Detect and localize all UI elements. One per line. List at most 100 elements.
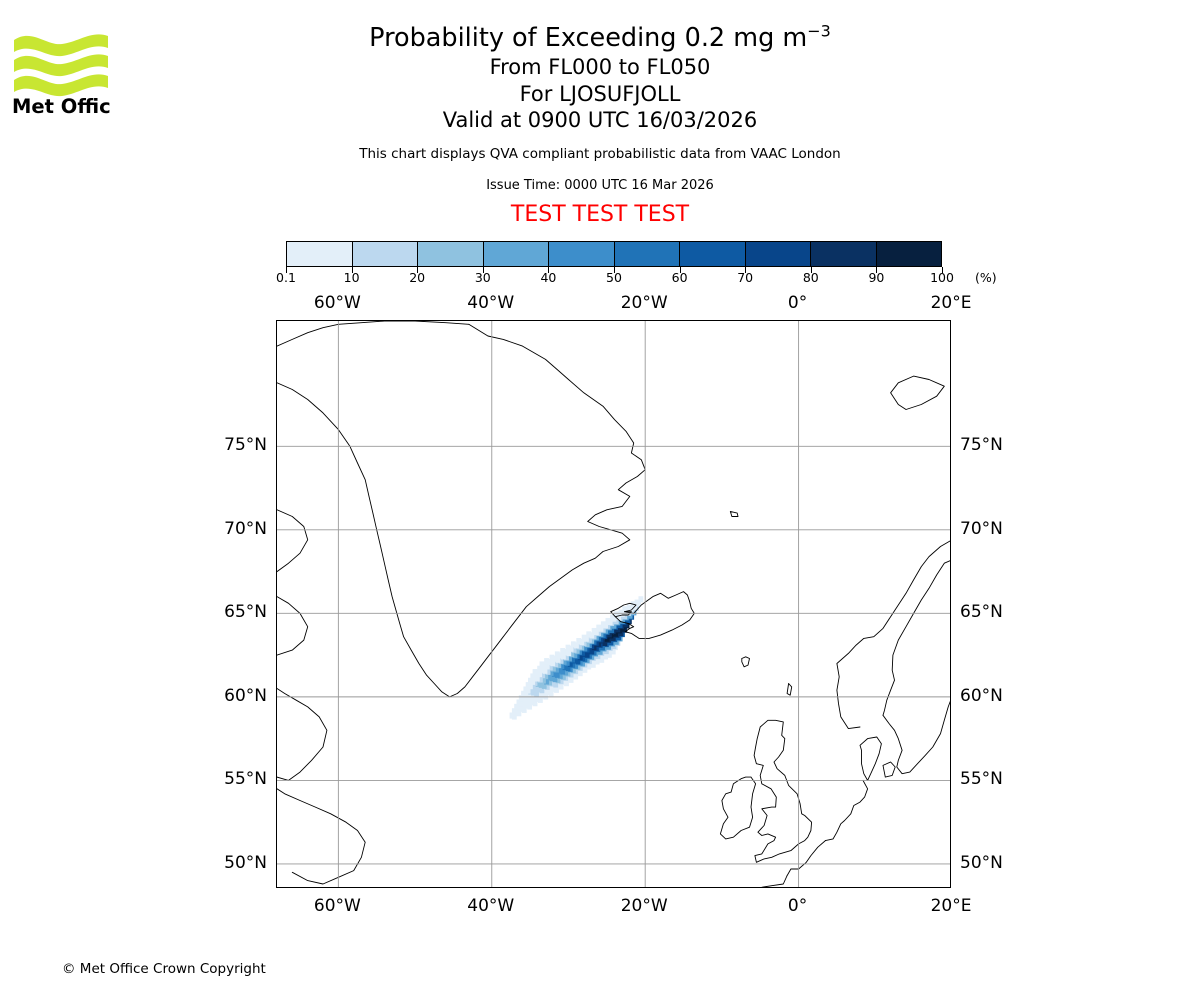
colorbar-tick-labels: 0.1 10 20 30 40 50 60 70 80 90 100 bbox=[276, 270, 954, 286]
plume-cell bbox=[532, 669, 538, 676]
plume-cell bbox=[544, 678, 549, 685]
plume-cell bbox=[521, 690, 526, 697]
plume-cell bbox=[571, 646, 577, 653]
plume-cell bbox=[567, 660, 573, 667]
lon-label-top: 20°E bbox=[930, 293, 972, 313]
colorbar-tick bbox=[286, 267, 287, 273]
colorbar-tick-label: 10 bbox=[343, 270, 360, 285]
plume-cell bbox=[586, 631, 592, 638]
valid-time-subtitle: Valid at 0900 UTC 16/03/2026 bbox=[442, 108, 758, 132]
coastline-iceland-nw bbox=[610, 602, 637, 618]
plume-cell bbox=[547, 659, 553, 666]
coastline-denmark bbox=[859, 736, 882, 781]
plume-cell bbox=[539, 687, 545, 694]
lon-label-bottom: 20°W bbox=[620, 896, 668, 916]
lat-label-left: 70°N bbox=[224, 518, 267, 539]
colorbar-tick-label: 100 bbox=[930, 270, 954, 285]
plume-cell bbox=[555, 677, 561, 684]
plume-cell bbox=[518, 695, 524, 702]
chart-header: Probability of Exceeding 0.2 mg m−3 From… bbox=[120, 22, 1080, 228]
plume-cell bbox=[584, 641, 590, 648]
lat-label-left: 60°N bbox=[224, 685, 267, 706]
plume-cell bbox=[528, 677, 533, 684]
lat-label-right: 60°N bbox=[960, 685, 1003, 706]
plume-cell bbox=[547, 664, 553, 671]
coastline-uk-mainland bbox=[753, 719, 813, 863]
plume-cell bbox=[542, 667, 548, 674]
colorbar-segment bbox=[679, 242, 745, 266]
lat-label-right: 70°N bbox=[960, 518, 1003, 539]
plume-cell bbox=[580, 649, 585, 656]
plume-cell bbox=[523, 686, 529, 693]
plume-cell bbox=[530, 673, 536, 680]
plume-cell bbox=[548, 669, 554, 676]
coastline-netherlands bbox=[824, 779, 869, 842]
plume-cell bbox=[589, 632, 595, 639]
plume-cell bbox=[551, 670, 557, 677]
plume-cell bbox=[566, 650, 572, 657]
plume-cell bbox=[574, 642, 579, 649]
plume-cell bbox=[570, 656, 576, 663]
plume-cell bbox=[634, 599, 640, 606]
plume-cell bbox=[564, 680, 569, 687]
plume-cell bbox=[638, 596, 644, 603]
lon-label-bottom: 20°E bbox=[930, 896, 972, 916]
colorbar-tick bbox=[482, 267, 484, 273]
plume-cell bbox=[554, 666, 559, 673]
plume-cell bbox=[618, 609, 624, 616]
plume-cell bbox=[545, 668, 551, 675]
coastline-nova-scotia bbox=[277, 788, 366, 885]
plume-cell bbox=[516, 699, 522, 706]
lat-label-right: 75°N bbox=[960, 435, 1003, 456]
plume-cell bbox=[568, 671, 574, 678]
plume-cell bbox=[537, 676, 543, 683]
plume-cell bbox=[544, 683, 550, 690]
colorbar-tick-label: 50 bbox=[606, 270, 622, 285]
plume-cell bbox=[558, 657, 564, 664]
plume-cell bbox=[581, 634, 587, 641]
plume-cell bbox=[540, 672, 546, 679]
plume-cell bbox=[560, 673, 566, 680]
title-exponent: −3 bbox=[807, 21, 831, 41]
coastline-layer bbox=[277, 321, 950, 887]
plume-cell bbox=[596, 624, 602, 631]
plume-cell bbox=[564, 659, 570, 666]
colorbar-tick bbox=[876, 267, 878, 273]
plume-cell bbox=[565, 665, 571, 672]
map-plot-area[interactable] bbox=[276, 320, 951, 888]
plume-cell bbox=[626, 604, 632, 611]
plume-cell bbox=[549, 675, 555, 682]
plume-cell bbox=[541, 682, 547, 689]
coastline-france-n bbox=[786, 840, 826, 877]
colorbar-tick bbox=[548, 267, 550, 273]
plume-cell bbox=[552, 676, 558, 683]
copyright-notice: © Met Office Crown Copyright bbox=[62, 961, 266, 977]
plume-cell bbox=[587, 636, 592, 643]
plume-cell bbox=[565, 644, 571, 651]
colorbar-tick bbox=[614, 267, 615, 273]
logo-waves bbox=[14, 34, 108, 97]
plume-cell bbox=[553, 681, 559, 688]
lon-label-bottom: 40°W bbox=[467, 896, 515, 916]
plume-cell bbox=[568, 645, 574, 652]
plume-cell bbox=[555, 656, 561, 663]
plume-cell bbox=[559, 663, 565, 670]
plume-cell bbox=[610, 614, 615, 621]
colorbar-tick bbox=[351, 267, 353, 273]
plume-cell bbox=[582, 645, 588, 652]
colorbar-tick-label: 40 bbox=[540, 270, 557, 285]
colorbar-segment bbox=[351, 242, 417, 266]
coastline-iceland bbox=[614, 591, 695, 639]
lon-label-bottom: 60°W bbox=[313, 896, 361, 916]
plume-cell bbox=[551, 685, 556, 692]
colorbar-segment bbox=[417, 242, 483, 266]
plume-cell bbox=[600, 621, 606, 628]
plume-cell bbox=[532, 700, 538, 707]
colorbar-segment bbox=[875, 242, 941, 266]
lat-label-right: 65°N bbox=[960, 602, 1003, 623]
plume-cell bbox=[557, 672, 563, 679]
plume-cell bbox=[534, 695, 540, 702]
plume-cell bbox=[576, 637, 582, 645]
lon-label-top: 0° bbox=[787, 293, 808, 313]
plume-cell bbox=[544, 658, 549, 665]
